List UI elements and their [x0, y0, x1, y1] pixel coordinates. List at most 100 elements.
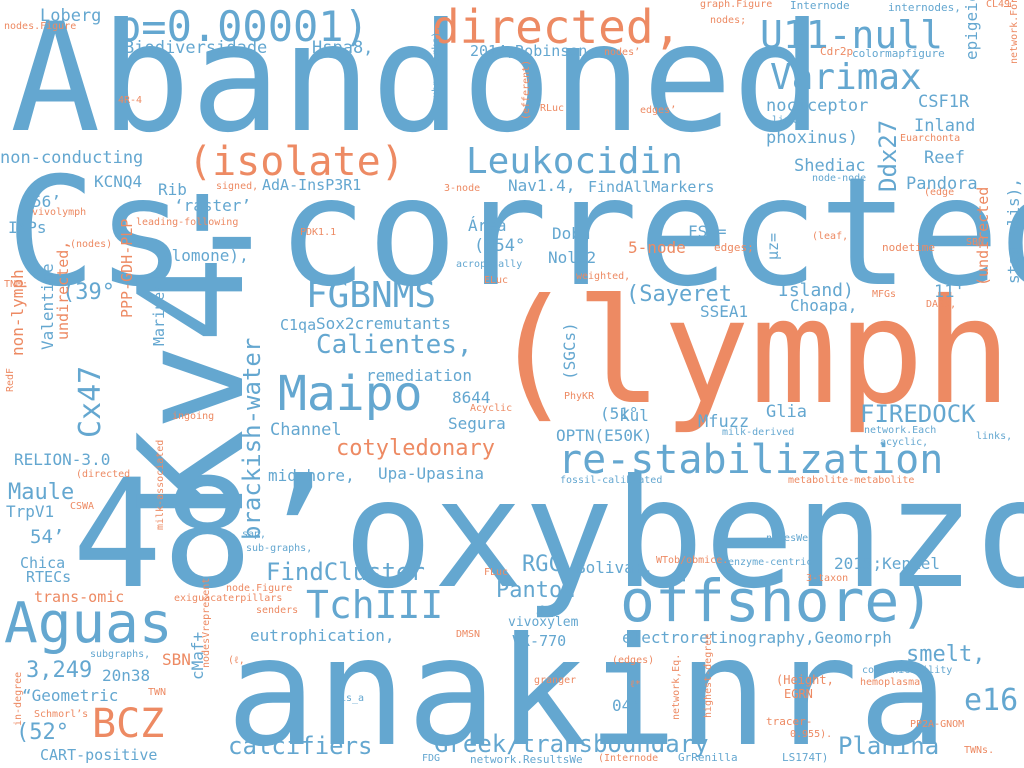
- cloud-word: Nav1.4,: [508, 176, 576, 195]
- cloud-word: (leaf,: [812, 231, 849, 242]
- cloud-word: (edge: [924, 187, 955, 198]
- cloud-word: Ddx27: [874, 119, 902, 192]
- cloud-word: nodetime: [882, 241, 935, 254]
- cloud-word: hemoplasma: [860, 677, 921, 688]
- cloud-word: Loberg: [40, 6, 102, 26]
- cloud-word: leading-following: [136, 217, 239, 228]
- cloud-word: 56’: [32, 192, 61, 211]
- cloud-word: network.ResultsWe: [470, 753, 583, 766]
- cloud-word: 3-taxon: [806, 573, 849, 584]
- cloud-word: (N54°: [474, 236, 526, 256]
- cloud-word: links,: [976, 431, 1013, 442]
- cloud-word: enzyme-centric: [728, 557, 813, 568]
- cloud-word: phoxinus): [766, 128, 859, 148]
- cloud-word: Glia: [766, 402, 807, 422]
- cloud-word: DMSN: [456, 629, 481, 640]
- cloud-word: internodes,: [888, 1, 961, 14]
- cloud-word: graph.Figure: [700, 0, 773, 10]
- cloud-word: Área: [468, 216, 507, 235]
- cloud-word: Greek/transboundary: [434, 730, 709, 758]
- cloud-word: Maipo: [278, 366, 423, 422]
- cloud-word: smelt,: [906, 642, 986, 667]
- cloud-word: (51°: [600, 404, 639, 423]
- cloud-word: 54’: [30, 526, 65, 548]
- cloud-word: SBN.: [966, 237, 991, 248]
- cloud-word: EGRN: [784, 687, 813, 701]
- cloud-word: FIREDOCK: [860, 400, 976, 428]
- cloud-word: highest-degree: [703, 633, 714, 718]
- cloud-word: undirected,: [54, 240, 72, 340]
- cloud-word: is_a: [340, 693, 365, 704]
- cloud-word: Alomone),: [162, 246, 249, 265]
- cloud-word: CL49: [986, 0, 1011, 10]
- cloud-word: SBN: [162, 650, 191, 669]
- cloud-word: fossil-calibrated: [560, 475, 663, 486]
- cloud-word: “Geometric: [22, 686, 119, 705]
- cloud-word: Internode: [790, 0, 850, 12]
- cloud-word: Cx47: [73, 365, 108, 438]
- cloud-word: MFGs: [872, 289, 897, 300]
- cloud-word: Marines: [150, 282, 168, 346]
- cloud-word: Calientes,: [316, 330, 473, 360]
- cloud-word: Leukocidin: [466, 141, 683, 182]
- cloud-word: nodesVrepresent: [201, 577, 212, 668]
- cloud-word: C1qa: [280, 316, 317, 334]
- cloud-word: LS174T): [782, 751, 829, 764]
- cloud-word: WTob/obmice.: [656, 555, 729, 566]
- cloud-word: subgraphs,: [90, 649, 151, 660]
- cloud-word: edges’: [640, 105, 677, 116]
- cloud-word: VX-770: [512, 632, 567, 650]
- cloud-word: Chica: [20, 554, 66, 572]
- cloud-word: CART-positive: [40, 746, 158, 764]
- cloud-word: 20n38: [102, 666, 151, 685]
- cloud-word: Aguas: [4, 591, 173, 656]
- cloud-word: TWNs.: [964, 745, 995, 756]
- cloud-word: FDG: [422, 753, 441, 764]
- cloud-word: (Internode: [598, 753, 659, 764]
- cloud-word: nodes’: [604, 47, 641, 58]
- cloud-word: Mfuzz: [698, 412, 750, 432]
- cloud-word: communicability: [862, 665, 953, 676]
- cloud-word: sub-graphs,: [246, 543, 313, 554]
- cloud-word: OPTN(E50K): [556, 426, 653, 445]
- cloud-word: (Sayeret: [626, 282, 732, 307]
- cloud-word: non-conducting: [0, 148, 144, 168]
- cloud-word: SSEA1: [700, 302, 749, 321]
- cloud-word: electroretinography,Geomorph: [622, 628, 892, 647]
- cloud-word: sap,: [242, 529, 267, 540]
- cloud-word: Maule: [8, 480, 75, 505]
- cloud-word: e16: [964, 683, 1019, 718]
- cloud-word: Abandoned: [10, 0, 823, 166]
- cloud-word: 2014;Robinson: [470, 42, 588, 60]
- cloud-word: U11-null: [760, 13, 944, 57]
- cloud-word: Kul: [620, 406, 649, 425]
- cloud-word: Bolivar,: [576, 558, 654, 577]
- cloud-word: senders: [256, 605, 299, 616]
- cloud-word: epigeic,: [962, 0, 981, 60]
- cloud-word: in-degree: [13, 671, 24, 726]
- cloud-word: midshore,: [268, 466, 355, 485]
- cloud-word: 11': [934, 282, 965, 302]
- cloud-word: Rib: [158, 180, 187, 199]
- cloud-word: RLuc: [540, 103, 565, 114]
- cloud-word: directed,: [432, 0, 682, 54]
- cloud-word: Cdr2p: [820, 45, 854, 58]
- cloud-word: eutrophication,: [250, 626, 395, 645]
- cloud-word: network.Each: [864, 425, 937, 436]
- cloud-word: anakinra: [226, 606, 949, 768]
- cloud-word: granger: [534, 675, 577, 686]
- cloud-word: (39°: [62, 280, 115, 305]
- cloud-word: RELION-3.0: [14, 450, 111, 469]
- cloud-word: Inland: [914, 116, 976, 136]
- cloud-word: subnetworks).: [431, 25, 442, 104]
- cloud-word: Biodiversidade: [124, 38, 268, 58]
- cloud-word: RedF: [5, 367, 16, 392]
- cloud-word: Euarchonta: [900, 133, 961, 144]
- cloud-word: links: [772, 115, 803, 126]
- cloud-word: Varimax: [770, 57, 922, 98]
- cloud-word: 5-node: [628, 238, 686, 257]
- cloud-word: nodes.Figure: [4, 21, 77, 32]
- cloud-word: IAPs: [8, 218, 47, 237]
- cloud-word: colormapfigure: [852, 47, 945, 60]
- cloud-word: cotyledonary: [336, 436, 495, 461]
